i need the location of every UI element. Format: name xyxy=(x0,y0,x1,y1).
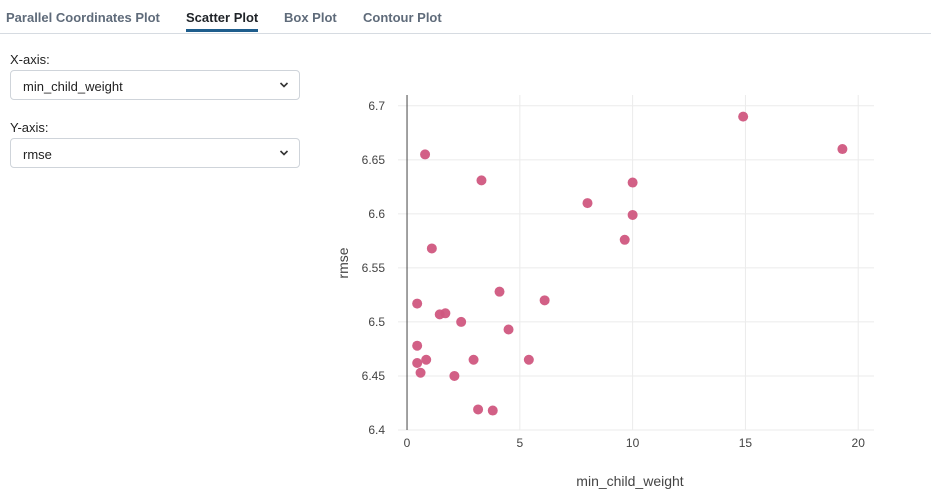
data-point xyxy=(412,358,423,368)
x-tick-label: 15 xyxy=(739,436,753,450)
tab-bar: Parallel Coordinates Plot Scatter Plot B… xyxy=(0,0,931,34)
x-axis-select-value: min_child_weight xyxy=(23,79,123,94)
y-tick-label: 6.55 xyxy=(362,261,386,275)
data-point xyxy=(456,316,467,327)
data-point xyxy=(837,144,848,155)
x-tick-label: 20 xyxy=(852,436,866,450)
y-tick-label: 6.6 xyxy=(368,207,385,221)
chevron-down-icon xyxy=(279,82,289,88)
x-tick-label: 0 xyxy=(404,436,411,450)
y-tick-label: 6.65 xyxy=(362,153,386,167)
data-point xyxy=(619,234,630,245)
data-point xyxy=(627,209,638,220)
data-point xyxy=(539,295,550,306)
data-point xyxy=(738,111,749,122)
y-axis-label: Y-axis: xyxy=(10,120,49,135)
tab-box-plot[interactable]: Box Plot xyxy=(284,10,337,25)
data-point xyxy=(468,354,479,365)
data-point xyxy=(412,340,423,351)
data-point xyxy=(582,198,593,209)
x-tick-label: 5 xyxy=(516,436,523,450)
data-point xyxy=(523,354,534,365)
data-point xyxy=(449,370,460,381)
data-point xyxy=(487,405,498,416)
data-point xyxy=(426,243,437,254)
active-tab-indicator xyxy=(186,29,258,32)
tab-scatter-plot[interactable]: Scatter Plot xyxy=(186,10,259,25)
x-axis-select[interactable]: min_child_weight xyxy=(10,70,300,100)
y-axis-title: rmse xyxy=(335,247,351,278)
data-point xyxy=(494,286,505,297)
y-axis-select-value: rmse xyxy=(23,147,52,162)
tab-parallel-coordinates[interactable]: Parallel Coordinates Plot xyxy=(6,10,160,25)
y-tick-label: 6.7 xyxy=(368,99,385,113)
data-point xyxy=(421,354,432,365)
x-tick-label: 10 xyxy=(626,436,640,450)
x-axis-label: X-axis: xyxy=(10,52,50,67)
data-point xyxy=(473,404,484,415)
data-point xyxy=(412,298,423,309)
tab-contour-plot[interactable]: Contour Plot xyxy=(363,10,442,25)
data-point xyxy=(476,175,487,186)
x-axis-title: min_child_weight xyxy=(576,473,684,489)
y-tick-label: 6.5 xyxy=(368,315,385,329)
y-tick-label: 6.4 xyxy=(368,423,385,437)
data-point xyxy=(627,177,638,188)
chevron-down-icon xyxy=(279,150,289,156)
data-point xyxy=(503,324,514,335)
data-point xyxy=(440,308,451,319)
y-tick-label: 6.45 xyxy=(362,369,386,383)
y-axis-select[interactable]: rmse xyxy=(10,138,300,168)
data-point xyxy=(415,367,426,378)
data-point xyxy=(420,149,431,160)
